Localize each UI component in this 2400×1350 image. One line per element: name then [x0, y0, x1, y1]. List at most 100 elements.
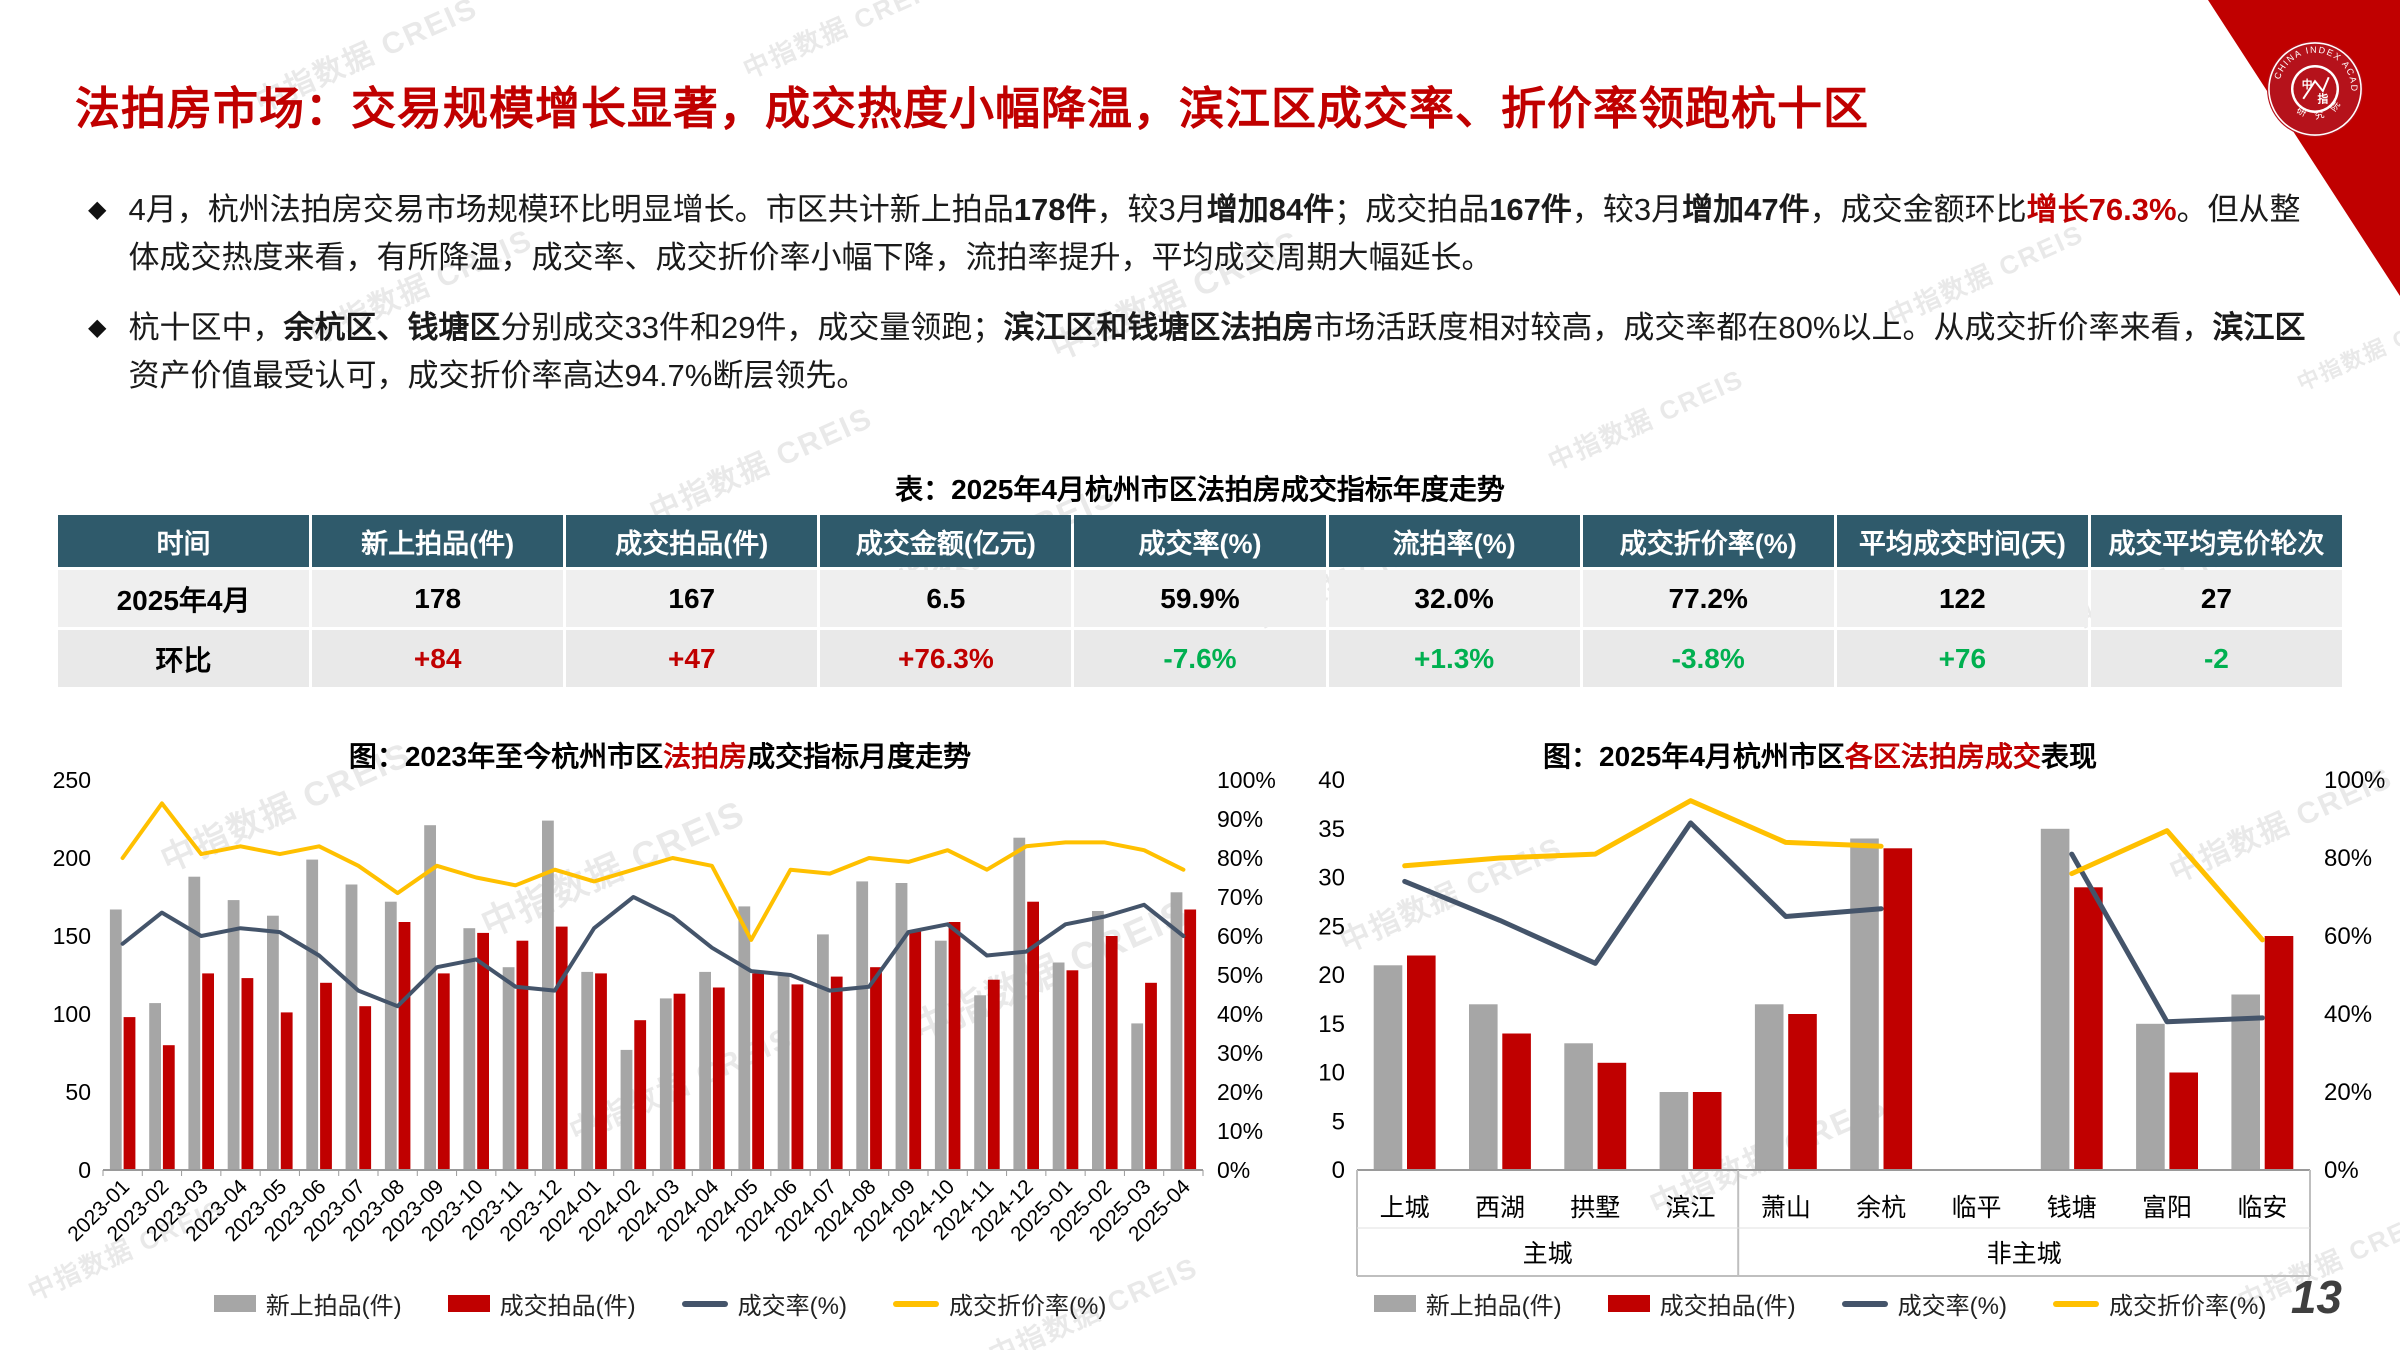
y-right-tick-label: 60% — [2324, 923, 2372, 950]
y-left-tick-label: 35 — [1318, 816, 1345, 843]
bar — [1013, 837, 1026, 1170]
bullet-diamond-icon: ◆ — [88, 314, 107, 341]
line-path — [1402, 820, 1884, 966]
bar — [2040, 828, 2070, 1171]
table-cell: 6.5 — [820, 570, 1072, 627]
bar — [202, 973, 214, 1170]
bar — [620, 1049, 633, 1170]
x-category-label: 临平 — [1951, 1194, 2001, 1222]
legend-label: 成交折价率(%) — [948, 1293, 1107, 1320]
bar — [934, 940, 947, 1170]
bar — [895, 883, 908, 1170]
bar — [398, 922, 411, 1170]
line-series-成交率(%) — [1402, 820, 2265, 1025]
bar — [2264, 936, 2294, 1170]
x-category-label: 余杭 — [1856, 1194, 1906, 1222]
table-header-cell: 新上拍品(件) — [312, 515, 564, 567]
bar — [1788, 1014, 1817, 1170]
table-cell: +76.3% — [820, 630, 1072, 687]
y-right-tick-label: 30% — [1217, 1040, 1263, 1066]
district-performance-chart: 0 5 10 15 20 25 30 35 40 0% 20% 40% 60% 80% 100% 上城 西湖 拱墅… — [1318, 768, 2385, 1277]
bar — [1692, 1092, 1722, 1170]
y-left-tick-label: 40 — [1318, 768, 1345, 794]
legend-item: 新上拍品(件) — [213, 1286, 402, 1321]
line-series-成交率(%) — [120, 895, 1186, 1009]
bar — [1184, 909, 1197, 1170]
table-row: 环比 +84 +47 +76.3% -7.6% +1.3% -3.8% +76 -2 — [58, 630, 2342, 687]
y-left-tick-label: 0 — [1332, 1157, 1345, 1184]
table-cell: 167 — [566, 570, 818, 627]
bullet-diamond-icon: ◆ — [88, 196, 107, 223]
x-category-label: 富阳 — [2142, 1194, 2192, 1222]
bar — [1105, 936, 1118, 1170]
table-cell: +1.3% — [1328, 630, 1580, 687]
bar — [162, 1045, 175, 1170]
y-right-tick-label: 20% — [1217, 1079, 1263, 1105]
seal-check-mark — [2302, 76, 2330, 100]
legend-item: 成交率(%) — [681, 1286, 847, 1321]
bar — [463, 928, 476, 1170]
metrics-table: 时间 新上拍品(件) 成交拍品(件) 成交金额(亿元) 成交率(%) 流拍率(%) 成交折价… — [55, 512, 2345, 690]
legend-line-swatch — [681, 1300, 728, 1307]
y-left-tick-label: 200 — [53, 845, 91, 871]
right-chart-title: 图：2025年4月杭州市区各区法拍房成交表现 — [1543, 741, 2097, 772]
y-left-tick-label: 100 — [53, 1001, 91, 1027]
table-cell: 2025年4月 — [58, 570, 310, 627]
x-category-label: 滨江 — [1666, 1194, 1716, 1222]
bar — [1145, 982, 1157, 1170]
y-left-tick-label: 20 — [1318, 962, 1345, 989]
legend-label: 新上拍品(件) — [265, 1293, 402, 1320]
y-right-tick-label: 70% — [1217, 884, 1263, 910]
bar — [1850, 838, 1879, 1170]
bar — [738, 906, 751, 1170]
table-cell: 环比 — [58, 630, 310, 687]
table-header-row: 时间 新上拍品(件) 成交拍品(件) 成交金额(亿元) 成交率(%) 流拍率(%) 成交折价… — [58, 515, 2342, 567]
legend-item: 成交折价率(%) — [892, 1286, 1107, 1321]
y-right-tick-label: 80% — [1217, 845, 1263, 871]
legend-bar-swatch — [213, 1295, 256, 1312]
bullet-item: ◆ 杭十区中，余杭区、钱塘区分别成交33件和29件，成交量领跑；滨江区和钱塘区法拍… — [88, 304, 2318, 400]
bar — [2231, 994, 2260, 1170]
bar — [516, 940, 529, 1170]
bar — [752, 973, 764, 1170]
legend-item: 成交拍品(件) — [447, 1286, 636, 1321]
bar — [437, 973, 450, 1170]
bar — [948, 922, 961, 1170]
bar — [817, 934, 829, 1170]
bar — [1092, 911, 1104, 1170]
y-right-tick-label: 0% — [1217, 1157, 1250, 1183]
x-category-label: 钱塘 — [2047, 1194, 2097, 1222]
group-label: 非主城 — [1987, 1240, 2062, 1268]
bar — [974, 995, 986, 1170]
table-cell: -3.8% — [1582, 630, 1834, 687]
monthly-trend-chart: 0 50 100 150 200 250 0% 10% 20% 30% 40% 50% 60% 70% 80… — [53, 768, 1276, 1246]
x-category-label: 上城 — [1380, 1194, 1430, 1222]
y-right-tick-label: 20% — [2324, 1079, 2372, 1106]
legend-label: 成交拍品(件) — [1659, 1293, 1796, 1320]
table-header-cell: 成交平均竞价轮次 — [2090, 515, 2342, 567]
bar — [320, 982, 332, 1170]
legend-line-swatch — [892, 1300, 939, 1307]
bar — [659, 998, 672, 1170]
bar — [1407, 955, 1436, 1170]
bar — [856, 881, 869, 1170]
legend-label: 新上拍品(件) — [1425, 1293, 1562, 1320]
bar — [1469, 1004, 1498, 1171]
bar — [555, 926, 568, 1170]
legend-label: 成交率(%) — [737, 1293, 847, 1320]
table-header-cell: 成交金额(亿元) — [820, 515, 1072, 567]
bar — [502, 967, 515, 1170]
bar — [267, 915, 279, 1170]
y-left-tick-label: 0 — [78, 1157, 91, 1183]
y-left-tick-label: 5 — [1332, 1108, 1345, 1135]
y-left-tick-label: 150 — [53, 923, 91, 949]
bar — [1883, 848, 1913, 1171]
line-series-成交折价率(%) — [120, 801, 1186, 942]
table-header-cell: 时间 — [58, 515, 310, 567]
bar — [384, 901, 397, 1170]
y-right-tick-label: 40% — [2324, 1001, 2372, 1028]
legend-item: 成交折价率(%) — [2052, 1286, 2266, 1321]
page-number: 13 — [2290, 1271, 2342, 1323]
bar — [987, 979, 1000, 1170]
legend-bar-swatch — [1373, 1295, 1416, 1312]
